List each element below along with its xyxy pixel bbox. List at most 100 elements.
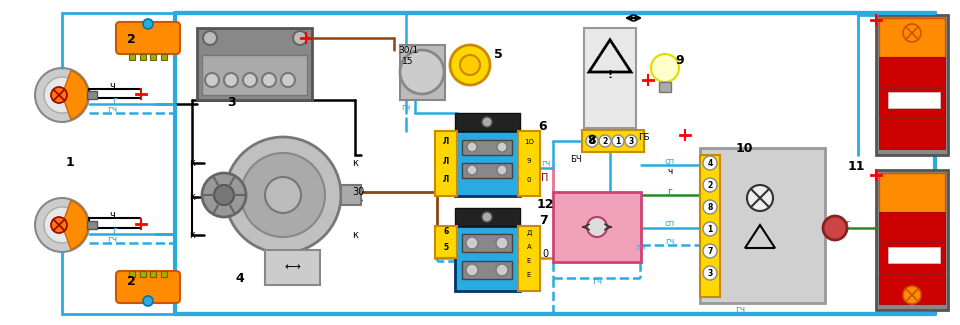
Text: ч: ч (667, 167, 673, 176)
Bar (879, 119, 945, 149)
Text: 15: 15 (402, 58, 414, 67)
Bar (150, 271, 156, 277)
Bar (518, 131, 540, 196)
Text: 6: 6 (444, 227, 448, 237)
Bar (341, 185, 361, 205)
Text: г: г (112, 96, 117, 106)
Bar (879, 212, 945, 242)
Bar (462, 140, 512, 155)
Bar (700, 155, 720, 297)
Text: 3: 3 (708, 268, 712, 278)
Bar (455, 113, 520, 131)
Bar (87, 221, 97, 229)
Circle shape (243, 73, 257, 87)
Text: 7: 7 (539, 214, 547, 227)
Circle shape (625, 135, 637, 147)
Circle shape (496, 264, 508, 276)
Text: Л: Л (443, 137, 449, 147)
Circle shape (651, 54, 679, 82)
Circle shape (225, 137, 341, 253)
Text: 1: 1 (708, 225, 712, 233)
Bar (584, 28, 636, 128)
Bar (879, 88, 945, 118)
Text: гч: гч (541, 160, 551, 168)
Circle shape (482, 212, 492, 222)
Bar (400, 45, 445, 100)
Bar (879, 173, 945, 212)
Bar (462, 261, 512, 279)
Bar (150, 54, 156, 60)
Bar (87, 91, 97, 99)
Circle shape (262, 73, 276, 87)
Wedge shape (62, 201, 88, 249)
Text: гч: гч (592, 278, 602, 287)
Circle shape (35, 198, 89, 252)
Text: к: к (189, 192, 195, 202)
Circle shape (51, 87, 67, 103)
Circle shape (467, 165, 477, 175)
Bar (879, 274, 945, 304)
Text: 0: 0 (527, 177, 531, 183)
Circle shape (202, 173, 246, 217)
Text: г: г (846, 219, 851, 228)
Text: 1О: 1О (524, 139, 534, 145)
Circle shape (586, 135, 598, 147)
Text: к: к (352, 230, 358, 240)
Text: 4: 4 (708, 159, 712, 167)
Text: 3: 3 (228, 96, 236, 109)
Bar (161, 54, 167, 60)
Text: Л: Л (443, 176, 449, 185)
Text: ⟷: ⟷ (284, 262, 300, 272)
Circle shape (450, 45, 490, 85)
Circle shape (496, 237, 508, 249)
FancyBboxPatch shape (116, 271, 180, 303)
Bar (197, 28, 312, 100)
Text: 1: 1 (615, 136, 620, 146)
Text: 5: 5 (444, 243, 448, 253)
Bar (879, 57, 945, 87)
Text: Л: Л (443, 157, 449, 165)
Text: 30/1: 30/1 (397, 46, 419, 55)
Circle shape (203, 31, 217, 45)
Circle shape (823, 216, 847, 240)
Bar (129, 54, 135, 60)
Circle shape (703, 200, 717, 214)
Text: 5: 5 (493, 48, 502, 61)
Circle shape (214, 185, 234, 205)
Wedge shape (62, 71, 88, 119)
Text: г: г (112, 226, 117, 236)
Bar (202, 55, 307, 95)
Circle shape (281, 73, 295, 87)
Circle shape (224, 73, 238, 87)
Text: 12: 12 (537, 199, 554, 212)
Text: БЧ: БЧ (570, 155, 582, 164)
Text: 1: 1 (65, 155, 74, 168)
Bar (455, 208, 520, 226)
Text: 8: 8 (588, 134, 596, 147)
Text: 2: 2 (708, 180, 712, 189)
Bar (265, 250, 320, 285)
Text: 4: 4 (235, 271, 245, 284)
Circle shape (44, 207, 80, 243)
Circle shape (703, 156, 717, 170)
Circle shape (265, 177, 301, 213)
Circle shape (400, 50, 444, 94)
Text: 6: 6 (539, 120, 547, 133)
Bar (140, 54, 146, 60)
Text: ч: ч (109, 210, 115, 220)
Circle shape (903, 286, 921, 304)
Text: 8: 8 (708, 202, 712, 212)
Bar (888, 247, 940, 263)
Text: !: ! (608, 70, 612, 80)
Bar (435, 226, 457, 258)
Circle shape (703, 244, 717, 258)
Text: Е: Е (527, 272, 531, 278)
Text: гч: гч (636, 243, 646, 253)
Circle shape (903, 24, 921, 42)
Text: 2: 2 (127, 33, 135, 46)
Bar (462, 234, 512, 252)
Text: 0: 0 (542, 249, 548, 259)
Text: гч: гч (401, 103, 411, 112)
Circle shape (703, 178, 717, 192)
Bar (553, 192, 641, 262)
